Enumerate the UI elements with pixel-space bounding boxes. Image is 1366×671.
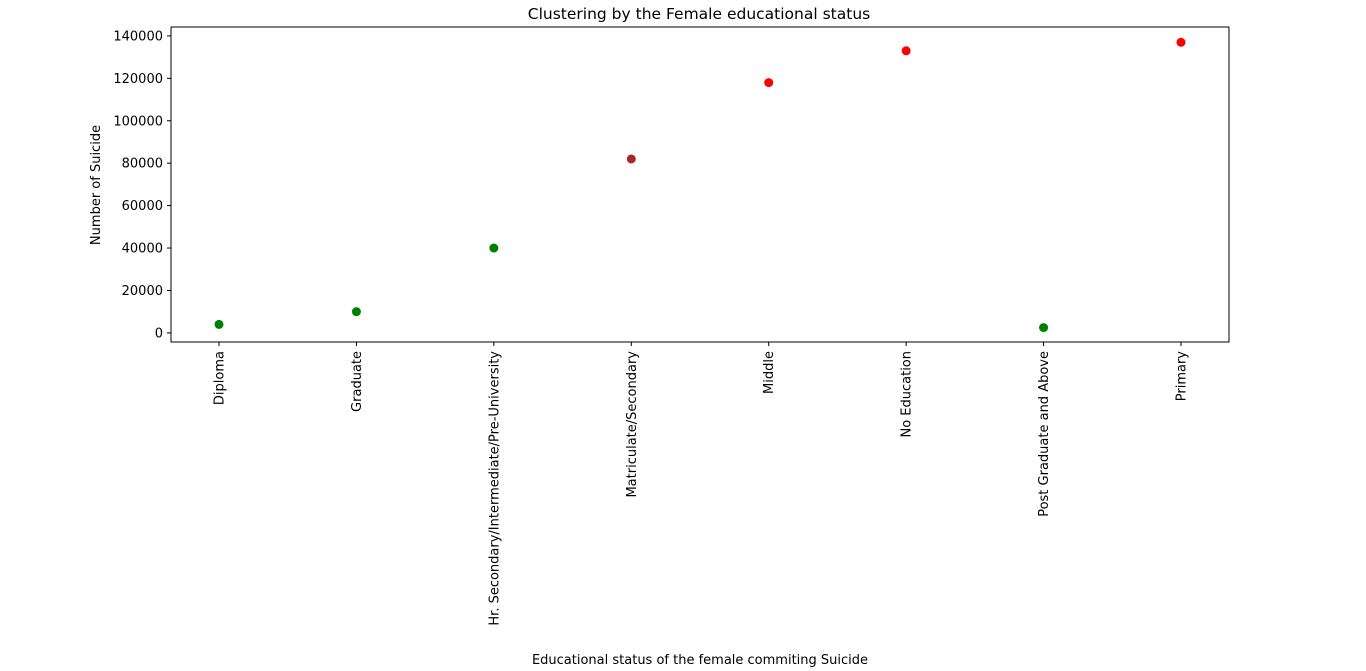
data-point <box>901 46 911 56</box>
y-tick-label: 60000 <box>122 199 163 214</box>
data-point <box>1039 323 1049 333</box>
y-tick-label: 40000 <box>122 242 163 257</box>
y-tick-label: 80000 <box>122 157 163 172</box>
x-tick-label: Matriculate/Secondary <box>625 351 640 498</box>
x-axis-label: Educational status of the female commiti… <box>532 653 868 668</box>
x-axis-ticks: Diploma Graduate Hr. Secondary/Intermediat… <box>213 342 1190 626</box>
y-tick-label: 20000 <box>122 284 163 299</box>
y-tick-label: 0 <box>155 326 163 341</box>
data-points <box>214 37 1186 333</box>
y-axis-ticks: 0 20000 40000 60000 80000 100000 120000 140000 <box>113 29 171 341</box>
y-axis-label: Number of Suicide <box>89 125 104 245</box>
x-tick-label: Middle <box>762 351 777 394</box>
y-tick-label: 140000 <box>113 29 163 44</box>
data-point <box>214 319 224 329</box>
y-tick-label: 100000 <box>113 114 163 129</box>
y-tick-label: 120000 <box>113 72 163 87</box>
data-point <box>764 78 774 88</box>
x-tick-label: Graduate <box>350 351 365 412</box>
x-tick-label: No Education <box>900 351 915 438</box>
data-point <box>489 243 499 253</box>
x-tick-label: Diploma <box>213 351 228 405</box>
data-point <box>1176 37 1186 47</box>
x-tick-label: Primary <box>1175 351 1190 402</box>
data-point <box>626 154 636 164</box>
x-tick-label: Hr. Secondary/Intermediate/Pre-Universit… <box>487 351 502 626</box>
x-tick-label: Post Graduate and Above <box>1037 351 1052 517</box>
chart-title: Clustering by the Female educational sta… <box>528 5 870 23</box>
data-point <box>351 307 361 317</box>
plot-frame <box>170 26 1230 343</box>
